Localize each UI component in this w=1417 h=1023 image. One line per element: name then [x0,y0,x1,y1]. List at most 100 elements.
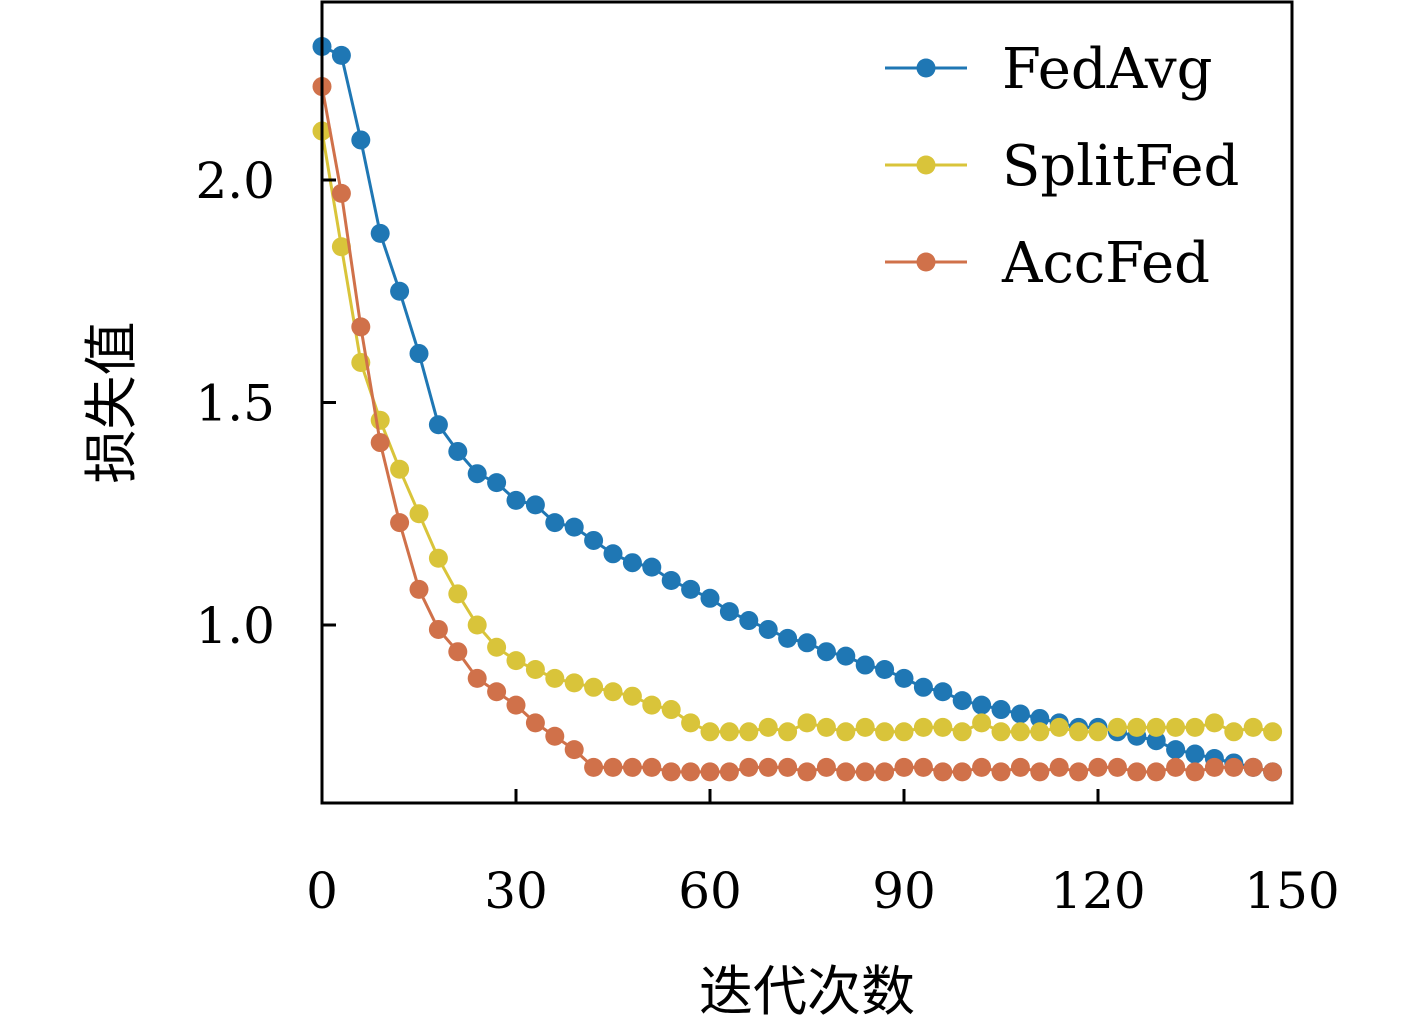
data-point-fedavg [894,668,914,688]
y-axis-label: 损失值 [80,322,143,484]
data-point-accfed [409,579,429,599]
legend-label-accfed: AccFed [1001,231,1210,296]
y-tick-label: 2.0 [195,152,275,210]
data-point-accfed [1127,762,1147,782]
data-point-splitfed [972,713,992,733]
x-tick-label: 30 [484,862,548,920]
data-point-accfed [1049,757,1069,777]
data-point-splitfed [1146,717,1166,737]
data-point-splitfed [1010,722,1030,742]
data-point-accfed [448,642,468,662]
data-point-splitfed [1263,722,1283,742]
data-point-splitfed [1069,722,1089,742]
data-point-fedavg [1146,731,1166,751]
data-point-fedavg [836,646,856,666]
legend: FedAvg SplitFed AccFed [885,37,1239,296]
data-point-accfed [564,740,584,760]
data-point-accfed [1185,762,1205,782]
series-accfed [312,77,1283,782]
data-point-splitfed [467,615,487,635]
data-point-accfed [1263,762,1283,782]
data-point-splitfed [875,722,895,742]
data-point-splitfed [933,717,953,737]
data-point-fedavg [700,588,720,608]
data-point-fedavg [409,344,429,364]
data-point-fedavg [390,281,410,301]
data-point-splitfed [331,237,351,257]
data-point-splitfed [700,722,720,742]
data-point-accfed [525,713,545,733]
data-point-accfed [390,513,410,533]
x-axis-label: 迭代次数 [699,960,915,1023]
data-point-accfed [913,757,933,777]
data-point-splitfed [390,459,410,479]
data-point-splitfed [816,717,836,737]
data-point-splitfed [758,717,778,737]
data-point-accfed [1088,757,1108,777]
data-point-splitfed [1088,722,1108,742]
data-point-accfed [894,757,914,777]
data-point-fedavg [816,642,836,662]
x-tick-label: 0 [306,862,338,920]
data-point-splitfed [681,713,701,733]
data-point-splitfed [855,717,875,737]
data-point-fedavg [972,695,992,715]
data-point-splitfed [894,722,914,742]
data-point-accfed [642,757,662,777]
data-point-accfed [972,757,992,777]
data-point-accfed [836,762,856,782]
data-point-splitfed [797,713,817,733]
data-point-splitfed [428,548,448,568]
data-point-accfed [1069,762,1089,782]
data-point-splitfed [642,695,662,715]
data-point-splitfed [1107,717,1127,737]
data-point-fedavg [370,223,390,243]
data-point-accfed [681,762,701,782]
data-point-accfed [467,668,487,688]
data-point-fedavg [758,619,778,639]
data-point-splitfed [739,722,759,742]
x-tick-label: 150 [1244,862,1339,920]
x-tick-label: 120 [1050,862,1145,920]
data-point-accfed [545,726,565,746]
data-point-accfed [331,183,351,203]
data-point-accfed [875,762,895,782]
data-point-accfed [1224,757,1244,777]
data-point-fedavg [564,517,584,537]
data-point-accfed [1204,757,1224,777]
data-point-fedavg [487,473,507,493]
data-point-splitfed [1243,717,1263,737]
data-point-fedavg [545,513,565,533]
data-point-accfed [933,762,953,782]
legend-marker-splitfed [916,155,936,175]
data-point-accfed [428,619,448,639]
data-point-fedavg [952,691,972,711]
data-point-fedavg [642,557,662,577]
data-point-accfed [661,762,681,782]
data-point-splitfed [1204,713,1224,733]
data-point-accfed [1166,757,1186,777]
data-point-fedavg [331,45,351,65]
series-splitfed [312,121,1283,742]
data-point-splitfed [991,722,1011,742]
data-point-splitfed [913,717,933,737]
data-point-splitfed [661,700,681,720]
x-tick-label: 60 [678,862,742,920]
data-point-splitfed [952,722,972,742]
data-point-fedavg [681,579,701,599]
data-point-accfed [351,317,371,337]
data-point-splitfed [778,722,798,742]
data-point-fedavg [875,660,895,679]
data-point-accfed [991,762,1011,782]
data-point-splitfed [836,722,856,742]
data-point-fedavg [448,441,468,461]
x-tick-label: 90 [872,862,936,920]
data-point-splitfed [584,677,604,697]
data-point-fedavg [913,677,933,697]
data-point-fedavg [797,633,817,653]
data-point-fedavg [1166,740,1186,760]
data-point-accfed [487,682,507,702]
legend-label-fedavg: FedAvg [1002,37,1212,102]
data-point-splitfed [487,637,507,657]
